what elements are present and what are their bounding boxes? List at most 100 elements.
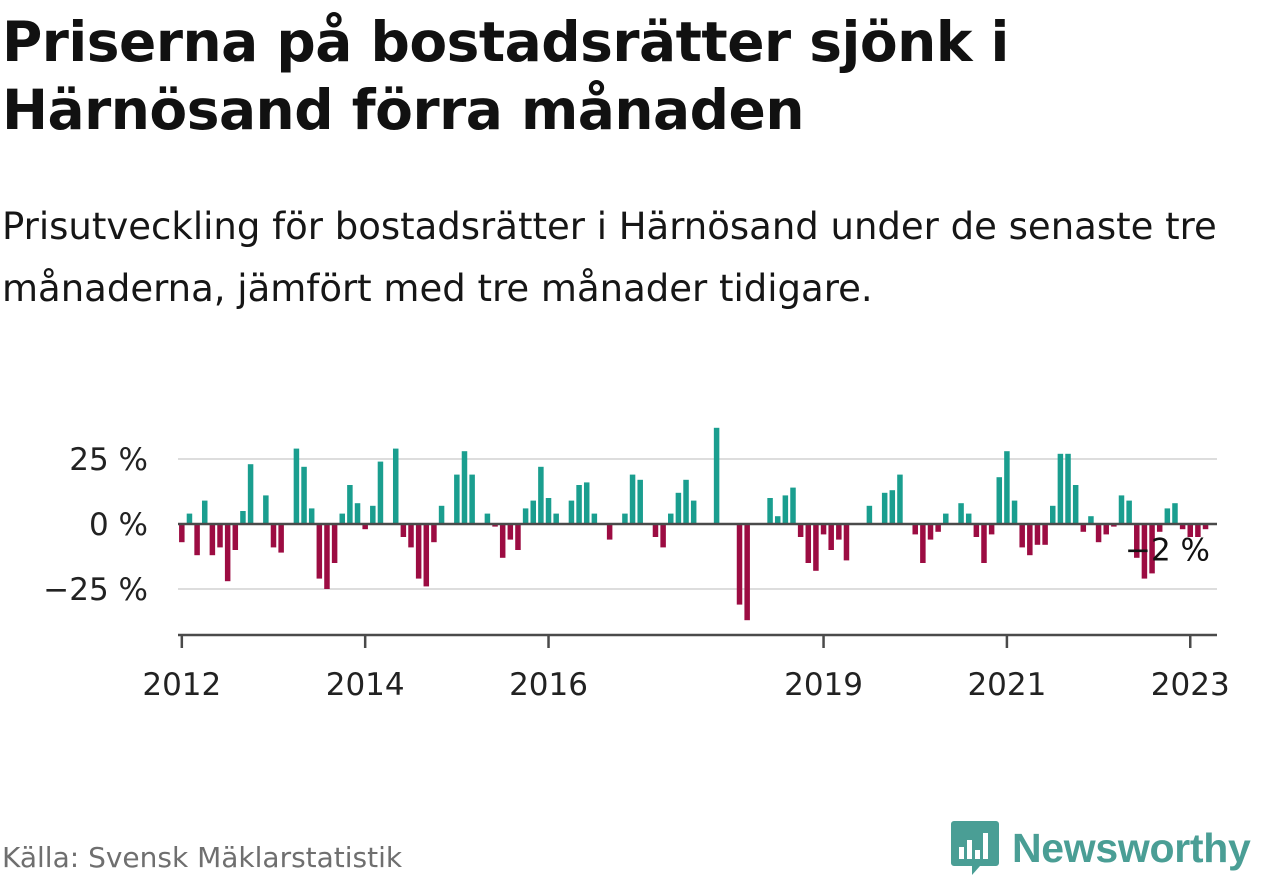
bar (1103, 524, 1109, 535)
bar (981, 524, 987, 563)
bar (1004, 451, 1010, 524)
bar (499, 524, 506, 558)
bar (194, 524, 200, 556)
bar (1080, 524, 1087, 532)
bar (1027, 524, 1033, 556)
bar (232, 524, 239, 550)
bar (637, 479, 643, 524)
bar (927, 524, 934, 540)
bar (1187, 524, 1194, 537)
bar (354, 503, 361, 524)
bar (461, 451, 468, 524)
bar (805, 524, 812, 563)
x-tick-label: 2019 (784, 667, 863, 700)
bar (897, 474, 903, 524)
bar (675, 492, 682, 524)
bar (392, 448, 399, 524)
bar (1118, 495, 1125, 524)
bar (881, 492, 888, 524)
bar (316, 524, 323, 579)
bar (484, 513, 491, 524)
bar (920, 524, 926, 563)
bar (515, 524, 521, 550)
bar (843, 524, 850, 561)
bar (209, 524, 216, 556)
gridlines (178, 458, 1217, 590)
bar (270, 524, 277, 548)
bar (408, 524, 414, 548)
bar (324, 524, 330, 589)
bar (1172, 503, 1178, 524)
bar (362, 524, 368, 530)
bar (438, 505, 445, 524)
bar (1195, 524, 1201, 537)
bar (988, 524, 995, 535)
bar (1034, 524, 1041, 545)
bar (568, 500, 575, 524)
y-tick-label: 25 % (69, 442, 148, 478)
bar (683, 479, 689, 524)
bar (583, 482, 590, 524)
bar (370, 505, 376, 524)
bar (247, 464, 254, 524)
bar (606, 524, 613, 540)
bar (736, 524, 743, 605)
bar (629, 474, 636, 524)
bar (1149, 524, 1155, 574)
newsworthy-logo-text: Newsworthy (1012, 824, 1251, 871)
bar (179, 524, 185, 543)
bar (1088, 516, 1094, 524)
bar (820, 524, 827, 535)
x-tick-label: 2016 (509, 667, 588, 700)
bar (186, 513, 193, 524)
bar (538, 466, 544, 524)
bar (545, 498, 552, 524)
chart-subtitle: Prisutveckling för bostadsrätter i Härnö… (2, 205, 1217, 310)
bar (668, 513, 674, 524)
newsworthy-logo: Newsworthy (950, 818, 1251, 878)
bar (591, 513, 598, 524)
bar (1072, 485, 1079, 524)
bar (240, 511, 246, 524)
bar (217, 524, 223, 548)
bar (973, 524, 980, 537)
bar (622, 513, 628, 524)
bar (958, 503, 964, 524)
bar (553, 513, 559, 524)
bar (347, 485, 353, 524)
bar (828, 524, 834, 550)
bar (507, 524, 514, 540)
bar (201, 500, 208, 524)
bar (1095, 524, 1102, 543)
bar (530, 500, 536, 524)
y-tick-label: −25 % (43, 572, 148, 608)
x-tick-label: 2014 (326, 667, 405, 700)
source-note: Källa: Svensk Mäklarstatistik (2, 841, 403, 874)
bar (965, 513, 972, 524)
bar (278, 524, 284, 553)
bar (866, 505, 873, 524)
bar (889, 490, 896, 524)
bar (492, 524, 498, 527)
y-tick-label: 0 % (89, 507, 148, 543)
bar (224, 524, 231, 582)
bar (690, 500, 697, 524)
axis-labels: 25 % 0 % −25 % 2012 2014 2016 2019 2021 2023 −2 % (43, 442, 1229, 700)
bar (912, 524, 918, 535)
bar (431, 524, 437, 543)
bar (767, 498, 773, 524)
bar (263, 495, 269, 524)
bar (469, 474, 475, 524)
bar (943, 513, 949, 524)
bar (1011, 500, 1018, 524)
bar (308, 508, 315, 524)
bar (1134, 524, 1140, 558)
bar (454, 474, 460, 524)
bar (377, 461, 384, 524)
bar (1156, 524, 1163, 532)
last-value-label: −2 % (1125, 532, 1210, 568)
bar (782, 495, 789, 524)
bar (1141, 524, 1148, 579)
bar (301, 466, 307, 524)
bar (660, 524, 666, 548)
